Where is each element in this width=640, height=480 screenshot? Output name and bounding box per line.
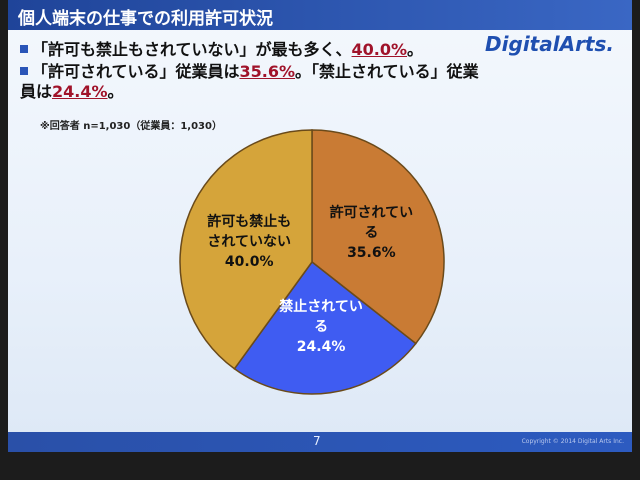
bullet: 「許可されている」従業員は35.6%。「禁止されている」従業員は24.4%。 [20, 62, 490, 102]
bullet-text: 。「禁止されている」従業員は [20, 62, 479, 101]
slice-category: 許可も禁止もされていない [207, 213, 292, 250]
bullet-text: 「許可されている」従業員は [32, 62, 240, 81]
page-number: 7 [313, 434, 321, 448]
pie-slice [179, 129, 313, 370]
bullet-text: 。 [107, 82, 124, 101]
slice-value: 24.4% [296, 339, 346, 356]
highlight-figure: 35.6% [239, 62, 296, 81]
slice-value: 35.6% [347, 245, 396, 262]
slice-category: 許可されている [329, 205, 414, 242]
note: ※回答者 n=1,030（従業員：1,030） [40, 121, 222, 132]
logo: DigitalArts. [485, 32, 614, 56]
slice-label: 禁止されている 24.4% [279, 297, 363, 357]
slice-label: 許可されている 35.6% [329, 203, 414, 263]
slide-title: 個人端末の仕事での利用許可状況 [18, 9, 273, 29]
highlight-figure: 40.0% [351, 40, 408, 59]
slice-value: 40.0% [224, 253, 274, 270]
bullet-text: 「許可も禁止もされていない」が最も多く、 [32, 40, 352, 59]
bullet-text: 。 [407, 40, 424, 59]
slice-category: 禁止されている [279, 299, 363, 336]
highlight-figure: 24.4% [52, 82, 108, 101]
bullet: 「許可も禁止もされていない」が最も多く、40.0%。 [20, 40, 490, 60]
pie-slice [311, 129, 445, 345]
pie-slice [233, 260, 417, 395]
slice-label: 許可も禁止もされていない 40.0% [207, 212, 291, 272]
copyright: Copyright © 2014 Digital Arts Inc. [521, 438, 624, 445]
header-bar: 個人端末の仕事での利用許可状況 [8, 0, 632, 30]
footer-bar: 7 Copyright © 2014 Digital Arts Inc. [8, 432, 632, 452]
